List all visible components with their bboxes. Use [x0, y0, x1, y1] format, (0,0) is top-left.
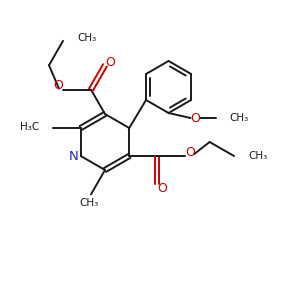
- Text: CH₃: CH₃: [230, 113, 249, 123]
- Text: CH₃: CH₃: [80, 198, 99, 208]
- Text: CH₃: CH₃: [77, 33, 96, 43]
- Text: CH₃: CH₃: [248, 151, 267, 161]
- Text: N: N: [69, 149, 79, 163]
- Text: O: O: [190, 112, 200, 124]
- Text: O: O: [157, 182, 167, 196]
- Text: O: O: [185, 146, 195, 158]
- Text: O: O: [53, 79, 63, 92]
- Text: H₃C: H₃C: [20, 122, 39, 132]
- Text: O: O: [105, 56, 115, 69]
